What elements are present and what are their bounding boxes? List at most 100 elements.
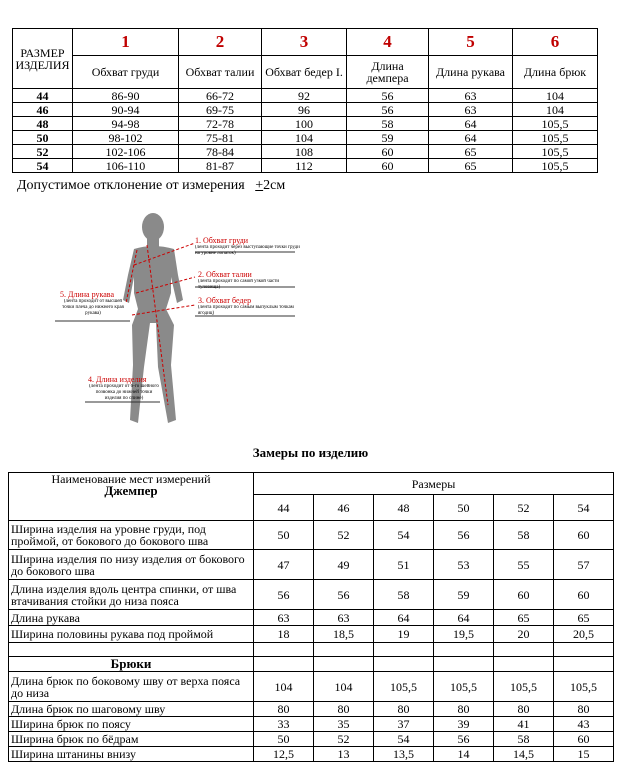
size: 48 [373, 494, 434, 521]
empty-cell [553, 642, 614, 657]
cell: 56 [253, 579, 314, 610]
data-row: 48 94-98 72-78 100 58 64 105,5 [12, 116, 598, 131]
data-row: Длина брюк по шаговому шву 80 80 80 80 80 80 [8, 701, 614, 717]
label-note-box: (лента проходит по самым выпуклым точкам… [198, 305, 294, 316]
column-header: Обхват бедер I. [261, 55, 347, 89]
measure-name: Ширина изделия на уровне груди, под прой… [8, 520, 254, 550]
empty-cell [313, 642, 374, 657]
column-number: 1 [72, 28, 179, 56]
cell: 112 [261, 158, 347, 173]
cell: 52 [313, 520, 374, 550]
label-note: (лента проходит по самой узкой части тул… [198, 279, 280, 290]
cell: 106-110 [72, 158, 179, 173]
cell: 80 [313, 701, 374, 717]
size: 52 [493, 494, 554, 521]
cell: 14,5 [493, 746, 554, 762]
column-header: Длина рукава [428, 55, 513, 89]
data-row: Длина рукава 63 63 64 64 65 65 [8, 609, 614, 626]
column-number: 2 [178, 28, 262, 56]
cell: 94-98 [72, 116, 179, 131]
cell: 41 [493, 716, 554, 732]
cell: 104 [261, 130, 347, 145]
cell: 63 [253, 609, 314, 626]
cell: 53 [433, 549, 494, 580]
cell: 81-87 [178, 158, 262, 173]
measure-name: Ширина брюк по поясу [8, 716, 254, 732]
measure-name: Ширина изделия по низу изделия от боково… [8, 549, 254, 580]
empty-cell [8, 642, 254, 657]
cell: 49 [313, 549, 374, 580]
cell: 60 [553, 731, 614, 747]
cell: 108 [261, 144, 347, 159]
size: 46 [313, 494, 374, 521]
column-header: Длина демпера [346, 55, 429, 89]
data-row: Ширина изделия по низу изделия от боково… [8, 549, 614, 580]
cell: 19 [373, 625, 434, 643]
column-header: Длина брюк [512, 55, 598, 89]
data-row: Длина изделия вдоль центра спинки, от шв… [8, 579, 614, 610]
label-title: 5. Длина рукава [60, 290, 114, 299]
header-row: Обхват груди Обхват талии Обхват бедер I. Д… [13, 55, 598, 89]
name-header-text: Наименование мест измерений [51, 472, 211, 486]
cell: 80 [553, 701, 614, 717]
cell: 54 [373, 731, 434, 747]
label-note: (лента проходит через выступающие точки … [195, 245, 300, 256]
label-note-box: (лента проходит через выступающие точки … [195, 245, 300, 256]
cell: 100 [261, 116, 347, 131]
column-header: Обхват талии [178, 55, 262, 89]
cell: 66-72 [178, 88, 262, 103]
data-row: Ширина изделия на уровне груди, под прой… [8, 520, 614, 550]
tolerance-sign: + [255, 178, 264, 193]
cell: 92 [261, 88, 347, 103]
section-title: Джемпер [104, 483, 158, 498]
empty-cell [313, 656, 374, 672]
cell: 105,5 [512, 116, 598, 131]
measure-title: Замеры по изделию [252, 445, 369, 460]
cell: 105,5 [373, 671, 434, 702]
cell: 20,5 [553, 625, 614, 643]
cell: 55 [493, 549, 554, 580]
cell: 60 [553, 520, 614, 550]
cell: 51 [373, 549, 434, 580]
empty-cell [253, 642, 314, 657]
header-row: РАЗМЕР ИЗДЕЛИЯ 1 2 3 4 5 6 [12, 28, 598, 89]
column-number: 3 [261, 28, 347, 56]
cell: 64 [428, 130, 513, 145]
data-row: 46 90-94 69-75 96 56 63 104 [12, 102, 598, 117]
column-header: Обхват груди [72, 55, 179, 89]
label-title: 1. Обхват груди [195, 236, 249, 245]
figure: 1. Обхват груди (лента проходит через вы… [55, 213, 300, 423]
cell: 58 [346, 116, 429, 131]
cell: 98-102 [72, 130, 179, 145]
cell: 78-84 [178, 144, 262, 159]
label-title: 2. Обхват талии [198, 270, 253, 279]
cell: 104 [313, 671, 374, 702]
cell: 12,5 [253, 746, 314, 762]
data-row: Ширина половины рукава под проймой 18 18,5… [8, 625, 614, 643]
cell: 13,5 [373, 746, 434, 762]
column-number: 5 [428, 28, 513, 56]
cell: 105,5 [512, 144, 598, 159]
sizes-header: Размеры [253, 472, 614, 495]
size-cell: 54 [12, 158, 73, 173]
cell: 65 [493, 609, 554, 626]
column-number: 4 [346, 28, 429, 56]
measure-name: Ширина брюк по бёдрам [8, 731, 254, 747]
empty-cell [493, 642, 554, 657]
data-row: 50 98-102 75-81 104 59 64 105,5 [12, 130, 598, 145]
cell: 65 [553, 609, 614, 626]
section-title: Брюки [8, 656, 254, 672]
pointer-lines [55, 251, 295, 403]
label-note-box: (лента проходит по самой узкой части тул… [198, 279, 280, 290]
cell: 64 [373, 609, 434, 626]
empty-cell [253, 656, 314, 672]
empty-cell [433, 642, 494, 657]
cell: 105,5 [433, 671, 494, 702]
cell: 65 [428, 144, 513, 159]
spacer-row [8, 642, 614, 657]
cell: 60 [346, 144, 429, 159]
cell: 105,5 [512, 130, 598, 145]
section-row: Брюки [8, 656, 614, 672]
cell: 64 [428, 116, 513, 131]
